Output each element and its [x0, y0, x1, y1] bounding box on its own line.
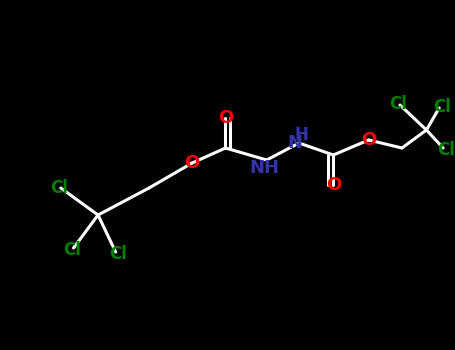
- Text: H: H: [294, 126, 308, 144]
- Text: Cl: Cl: [437, 141, 455, 159]
- Text: O: O: [361, 131, 376, 149]
- Text: Cl: Cl: [433, 98, 451, 116]
- Text: Cl: Cl: [389, 95, 407, 113]
- Text: NH: NH: [250, 159, 280, 177]
- Text: Cl: Cl: [50, 179, 68, 197]
- Text: O: O: [326, 176, 341, 194]
- Text: N: N: [288, 134, 303, 152]
- Text: Cl: Cl: [109, 245, 126, 263]
- Text: O: O: [218, 109, 233, 127]
- Text: Cl: Cl: [63, 241, 81, 259]
- Text: O: O: [185, 154, 200, 172]
